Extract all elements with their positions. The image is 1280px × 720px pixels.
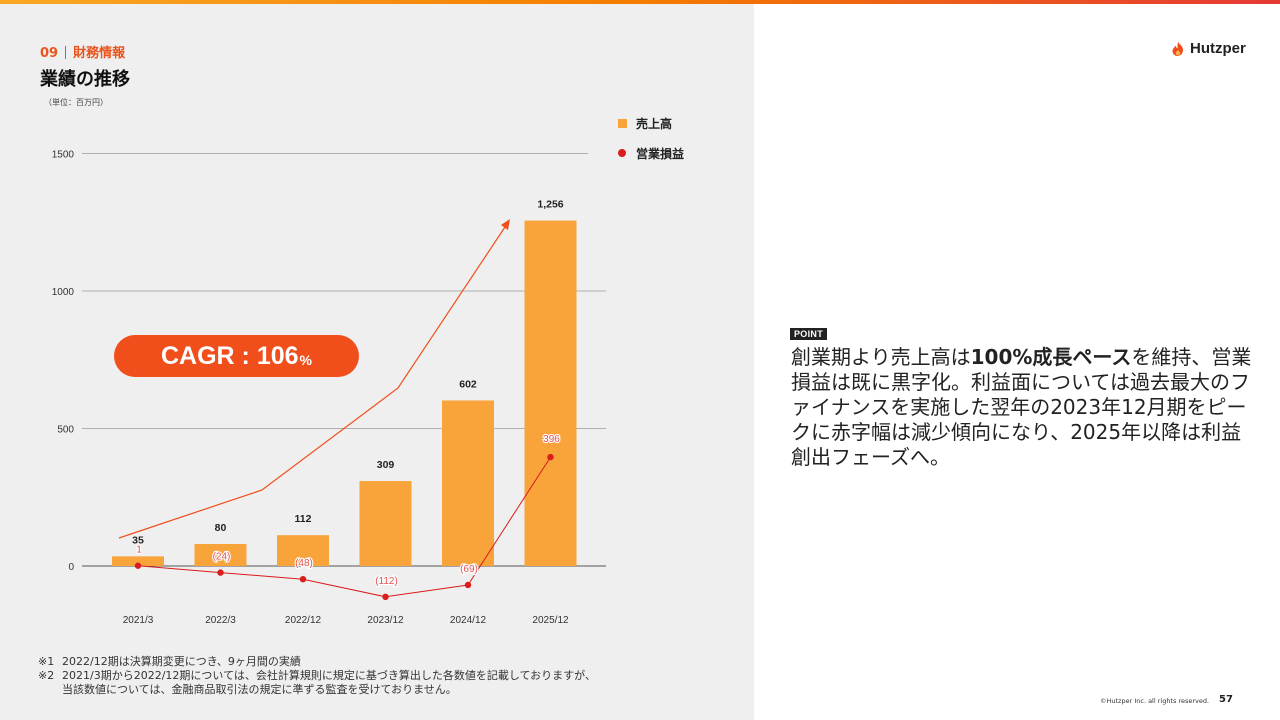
logo-flame-icon xyxy=(1172,41,1183,56)
performance-chart: 0 500 1000 1500 35 2021/3 80 2022/3 112 2022/12 3… xyxy=(52,150,606,626)
footnote-1: ※1 2022/12期は決算期変更につき、9ヶ月間の実績 xyxy=(38,655,596,669)
legend-bar-swatch xyxy=(618,118,627,128)
sales-value-label: 1,256 xyxy=(537,199,563,211)
point-badge: POINT xyxy=(790,328,828,340)
x-tick-label: 2022/3 xyxy=(205,615,236,626)
section-number: 09 xyxy=(40,46,59,61)
sales-bar xyxy=(277,535,329,566)
cagr-unit: % xyxy=(299,352,312,368)
sales-bar xyxy=(194,544,247,566)
operating-income-point xyxy=(134,562,142,569)
operating-income-label: (69) xyxy=(460,564,478,575)
y-tick-label: 0 xyxy=(68,562,74,573)
legend-dot-swatch xyxy=(618,149,626,157)
x-tick-label: 2025/12 xyxy=(532,615,569,626)
cagr-badge: CAGR : 106% xyxy=(114,335,359,377)
logo-text: Hutzper xyxy=(1190,40,1246,57)
footnote-text: 当該数値については、金融商品取引法の規定に準ずる監査を受けておりません。 xyxy=(62,683,457,696)
operating-income-point xyxy=(299,576,307,583)
unit-note: （単位：百万円） xyxy=(44,98,108,107)
sales-value-label: 602 xyxy=(459,378,477,390)
cagr-trend-arrow xyxy=(118,223,508,539)
footnotes: ※1 2022/12期は決算期変更につき、9ヶ月間の実績 ※2 2021/3期か… xyxy=(38,655,596,697)
sales-value-label: 112 xyxy=(295,513,312,525)
operating-income-point xyxy=(382,593,389,600)
top-accent-bar xyxy=(0,0,1280,4)
section-label: 09 財務情報 xyxy=(40,42,125,61)
chart-legend: 売上高 営業損益 xyxy=(618,115,684,175)
company-logo: Hutzper xyxy=(1170,40,1246,57)
section-name: 財務情報 xyxy=(73,46,126,61)
x-tick-label: 2021/3 xyxy=(123,615,154,626)
footnote-text: 2022/12期は決算期変更につき、9ヶ月間の実績 xyxy=(62,655,301,668)
legend-label-sales: 売上高 xyxy=(636,116,673,131)
copyright: ©Hutzper Inc. all rights reserved. xyxy=(1100,697,1210,705)
legend-item-operating: 営業損益 xyxy=(618,145,684,161)
operating-income-point xyxy=(547,453,554,461)
operating-income-label: 396 xyxy=(543,434,560,445)
sales-bar xyxy=(442,400,494,566)
sales-bar xyxy=(359,481,412,566)
footnote-mark: ※1 xyxy=(38,655,55,668)
cagr-arrowhead xyxy=(501,219,510,230)
point-text-after: を維持、営業損益は既に黒字化。利益面については過去最大のファイナンスを実施した翌… xyxy=(791,345,1252,469)
legend-label-operating: 営業損益 xyxy=(636,146,685,161)
sales-value-label: 309 xyxy=(377,459,395,471)
y-tick-label: 1500 xyxy=(52,150,75,161)
page-title: 業績の推移 xyxy=(40,69,130,90)
legend-item-sales: 売上高 xyxy=(618,115,684,131)
y-tick-label: 500 xyxy=(57,425,74,436)
operating-income-point xyxy=(464,581,472,589)
sales-value-label: 80 xyxy=(215,522,227,534)
section-divider xyxy=(65,46,67,59)
operating-income-line xyxy=(137,456,551,598)
cagr-label: CAGR : 106 xyxy=(161,341,299,370)
x-tick-label: 2022/12 xyxy=(285,615,322,626)
x-tick-label: 2024/12 xyxy=(450,615,487,626)
sales-value-label: 35 xyxy=(132,534,144,546)
operating-income-label: (48) xyxy=(295,558,313,569)
operating-income-label: (24) xyxy=(213,552,231,563)
sales-bar xyxy=(112,556,164,566)
footnote-text: 2021/3期から2022/12期については、会社計算規則に規定に基づき算出した… xyxy=(62,669,596,682)
point-text: 創業期より売上高は100%成長ペースを維持、営業損益は既に黒字化。利益面について… xyxy=(791,345,1261,470)
operating-income-label: (112) xyxy=(375,576,398,587)
y-tick-label: 1000 xyxy=(52,287,75,298)
point-text-emphasis: 100%成長ペース xyxy=(970,345,1132,369)
x-tick-label: 2023/12 xyxy=(367,615,404,626)
footnote-mark: ※2 xyxy=(38,669,55,682)
operating-income-point xyxy=(217,569,224,576)
page-number: 57 xyxy=(1219,694,1233,705)
sales-bar xyxy=(524,220,577,566)
footnote-2: ※2 2021/3期から2022/12期については、会社計算規則に規定に基づき算… xyxy=(38,669,596,697)
point-text-before: 創業期より売上高は xyxy=(791,345,971,369)
operating-income-label: 1 xyxy=(136,545,142,556)
